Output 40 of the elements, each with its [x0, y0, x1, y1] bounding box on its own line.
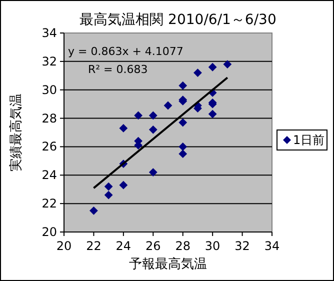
point [164, 101, 172, 110]
point [178, 81, 188, 90]
point [148, 168, 158, 176]
point [148, 111, 158, 120]
x-tick-label: 28 [175, 239, 190, 253]
point [134, 111, 142, 120]
y-tick-label: 26 [42, 140, 57, 154]
legend-label: 1日前 [293, 133, 325, 147]
point [178, 150, 188, 158]
x-axis-title: 予報最高気温 [129, 256, 207, 272]
x-tick-label: 30 [204, 239, 220, 253]
point [119, 124, 128, 132]
y-tick-label: 32 [42, 54, 57, 68]
point [178, 142, 188, 151]
point [90, 206, 98, 215]
x-tick-label: 26 [146, 239, 161, 253]
point [194, 68, 202, 77]
point [148, 125, 158, 134]
point [223, 60, 232, 68]
y-tick-label: 34 [42, 26, 57, 40]
x-tick-label: 34 [264, 239, 280, 253]
point [208, 62, 217, 72]
point [104, 182, 113, 191]
annotation: y = 0.863x + 4.1077 [68, 45, 184, 58]
x-tick-label: 24 [116, 239, 132, 253]
point [178, 118, 188, 127]
y-tick-label: 28 [42, 111, 57, 126]
y-axis-title: 実績最高気温 [8, 94, 24, 172]
y-tick-label: 24 [42, 168, 57, 182]
x-tick-label: 22 [86, 239, 102, 253]
chart-title: 最高気温相関 2010/6/1～6/30 [80, 12, 276, 28]
annotation: R² = 0.683 [88, 63, 148, 76]
x-tick-label: 32 [234, 239, 250, 253]
y-tick-label: 20 [42, 225, 57, 239]
y-tick-label: 22 [42, 196, 57, 211]
x-tick-label: 20 [56, 239, 72, 253]
y-tick-label: 30 [42, 82, 57, 97]
point [208, 110, 217, 118]
point [104, 190, 113, 200]
point [119, 180, 128, 190]
